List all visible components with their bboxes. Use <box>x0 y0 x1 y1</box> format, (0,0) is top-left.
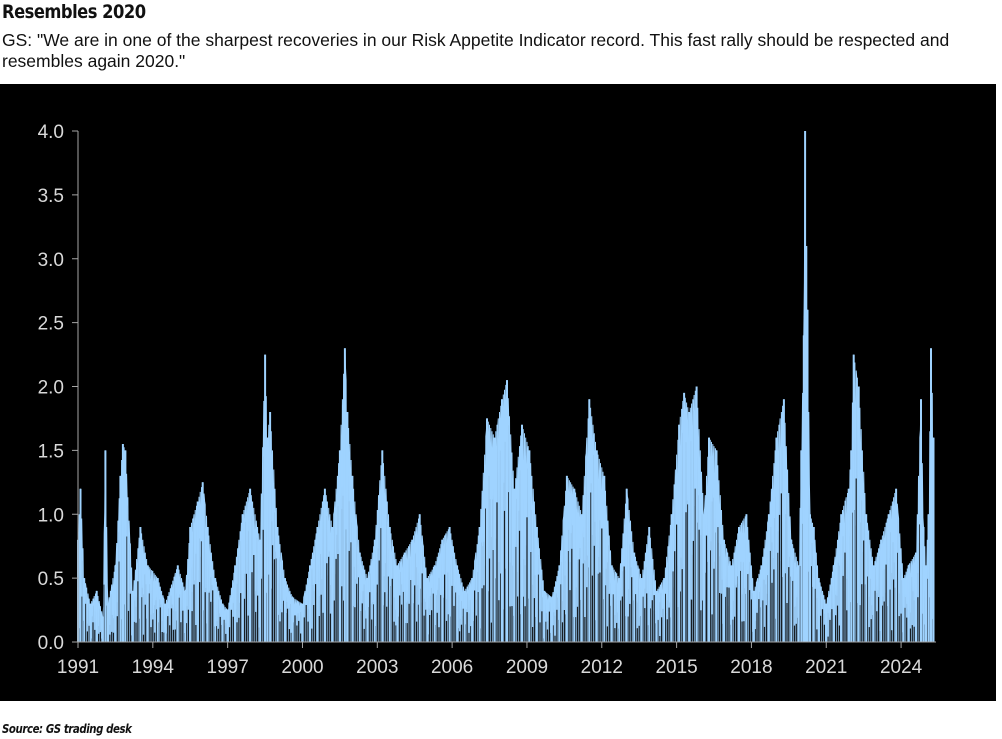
x-tick-label: 1991 <box>57 657 99 678</box>
y-tick-label: 1.0 <box>38 505 64 526</box>
y-tick-label: 0.5 <box>38 569 64 590</box>
y-tick-label: 0.0 <box>38 633 64 654</box>
x-tick-label: 2021 <box>805 657 847 678</box>
x-tick-label: 1997 <box>207 657 249 678</box>
series-layer <box>77 130 935 643</box>
x-tick-label: 2018 <box>730 657 772 678</box>
x-tick-label: 2006 <box>431 657 473 678</box>
chart-panel: 0.0 0.5 1.0 1.5 2.0 2.5 3.0 3.5 4.0 1991 1994 1997… <box>0 84 996 701</box>
y-tick-label: 1.5 <box>38 441 64 462</box>
risk-appetite-chart: 0.0 0.5 1.0 1.5 2.0 2.5 3.0 3.5 4.0 1991 1994 1997… <box>38 122 936 678</box>
source-note: Source: GS trading desk <box>2 722 132 736</box>
chart-title: Resembles 2020 <box>2 1 146 23</box>
y-tick-label: 3.0 <box>38 250 64 271</box>
x-tick-label: 2000 <box>281 657 323 678</box>
x-tick-label: 2012 <box>581 657 623 678</box>
y-tick-label: 3.5 <box>38 186 64 207</box>
x-tick-label: 1994 <box>132 657 175 678</box>
chart-subtitle-quote: GS: "We are in one of the sharpest recov… <box>2 30 950 71</box>
x-tick-label: 2024 <box>880 657 923 678</box>
x-axis-ticks: 1991 1994 1997 2000 2003 2006 2009 2012 2015 2018… <box>57 642 923 678</box>
x-tick-label: 2015 <box>655 657 697 678</box>
y-tick-label: 2.0 <box>38 378 64 399</box>
y-tick-label: 2.5 <box>38 314 64 335</box>
x-tick-label: 2003 <box>356 657 398 678</box>
x-tick-label: 2009 <box>506 657 548 678</box>
y-axis-ticks: 0.0 0.5 1.0 1.5 2.0 2.5 3.0 3.5 4.0 <box>38 122 78 654</box>
y-tick-label: 4.0 <box>38 122 64 143</box>
